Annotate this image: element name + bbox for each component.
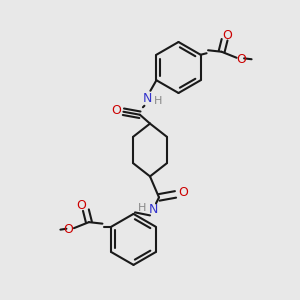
Text: N: N <box>143 92 152 105</box>
Text: N: N <box>148 203 158 216</box>
Text: H: H <box>154 96 162 106</box>
Text: O: O <box>178 186 188 200</box>
Text: O: O <box>111 104 121 117</box>
Text: O: O <box>64 223 74 236</box>
Text: H: H <box>138 203 147 213</box>
Text: O: O <box>236 53 246 66</box>
Text: O: O <box>223 29 232 42</box>
Text: O: O <box>76 199 86 212</box>
